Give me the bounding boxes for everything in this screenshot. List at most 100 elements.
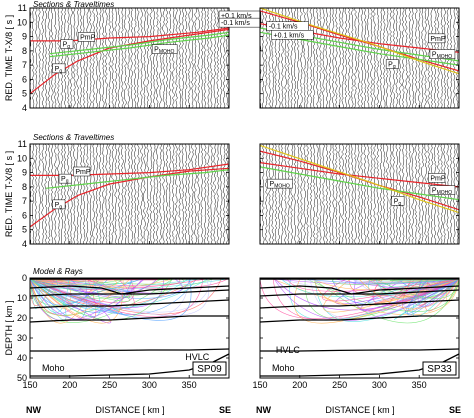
seismic-trace <box>331 144 335 244</box>
seismic-trace <box>127 8 131 108</box>
section-sp09-upper-plot-area <box>30 8 229 108</box>
seismic-trace <box>44 8 48 108</box>
seismic-trace <box>265 144 268 244</box>
section-sp09-lower-panel: 4 5 6 7 8 9 10 11 PmP Pg Pg <box>17 139 230 249</box>
model-sp09-phase-label-0: HVLC <box>185 352 210 362</box>
x-tick-label: 350 <box>182 380 197 390</box>
y-tick-label: 6 <box>22 74 27 84</box>
section-sp09-upper-traveltime-curve-3 <box>49 34 229 58</box>
x-axis-label-right: DISTANCE [ km ] <box>325 405 394 415</box>
seismic-trace <box>79 8 83 108</box>
seismic-trace <box>127 144 131 244</box>
ray-path <box>30 278 104 283</box>
section-sp09-upper-phase-label-1: Pg <box>60 39 74 50</box>
section-sp33-lower-phase-label-2: PMOHO <box>429 185 456 196</box>
seismic-trace <box>41 8 45 108</box>
ray-path <box>30 278 209 316</box>
seismic-trace <box>421 144 424 244</box>
y-tick-label: 6 <box>22 210 27 220</box>
seismic-trace <box>379 8 383 108</box>
seismic-trace <box>38 144 41 244</box>
ray-path <box>30 278 96 324</box>
seismic-trace <box>360 8 364 108</box>
seismic-trace <box>376 8 380 108</box>
seismic-trace <box>162 144 166 244</box>
seismic-trace <box>382 144 386 244</box>
seismic-trace <box>309 144 313 244</box>
ray-path <box>30 278 112 324</box>
seismic-trace <box>328 8 332 108</box>
seismic-trace <box>178 8 182 108</box>
section-title-lower: Sections & Traveltimes <box>33 133 114 142</box>
seismic-trace <box>385 8 389 108</box>
seismic-trace <box>194 8 197 108</box>
seismic-trace <box>105 8 108 108</box>
seismic-trace <box>57 144 60 244</box>
label-text: PmP <box>80 34 96 41</box>
seismic-trace <box>114 144 118 244</box>
seismic-trace <box>194 144 197 244</box>
y-tick-label: 8 <box>22 46 27 56</box>
section-sp09-lower-traveltime-curve-2 <box>45 169 229 189</box>
ray-path <box>304 278 459 284</box>
seismic-trace <box>66 8 70 108</box>
seismic-trace <box>456 8 459 108</box>
seismic-trace <box>76 8 80 108</box>
seismic-trace <box>347 144 351 244</box>
seismic-trace <box>165 144 169 244</box>
label-box <box>52 199 66 210</box>
seismic-trace <box>417 144 421 244</box>
seismic-trace <box>379 144 383 244</box>
seismic-trace <box>82 8 86 108</box>
section-sp09-lower-plot-area <box>30 144 229 244</box>
seismic-trace <box>264 8 268 108</box>
seismic-trace <box>376 144 380 244</box>
ray-path <box>30 278 207 291</box>
seismic-trace <box>331 8 335 108</box>
seismic-trace <box>190 144 194 244</box>
seismic-trace <box>136 8 140 108</box>
section-sp33-upper-panel: -0.1 km/s+0.1 km/s PmP PMOHO Pg <box>259 7 460 109</box>
label-box <box>52 63 66 74</box>
ray-path <box>273 278 459 321</box>
y-tick-label: 7 <box>22 196 27 206</box>
nw-label-left: NW <box>26 405 41 415</box>
section-sp33-lower-panel: PMOHO PmP PMOHO Pg <box>259 143 460 245</box>
seismic-trace <box>373 8 376 108</box>
y-axis-label-time-upper: RED. TIME T-X/8 [ s ] <box>4 15 14 101</box>
y-tick-label: 4 <box>22 103 27 113</box>
seismic-trace <box>427 8 431 108</box>
section-title-upper: Sections & Traveltimes <box>33 0 114 9</box>
seismic-trace <box>319 144 322 244</box>
x-tick-label: 200 <box>292 380 307 390</box>
seismic-trace <box>366 144 370 244</box>
seismic-trace <box>95 8 99 108</box>
seismic-trace <box>143 144 147 244</box>
seismic-trace <box>363 8 367 108</box>
shot-label-text: SP09 <box>197 364 222 375</box>
seismic-trace <box>360 144 364 244</box>
seismic-trace <box>140 144 143 244</box>
y-tick-label: 5 <box>22 89 27 99</box>
label-text: Pg <box>55 66 63 75</box>
ray-path <box>368 278 459 296</box>
seismic-trace <box>312 144 316 244</box>
seismic-trace <box>30 8 32 108</box>
label-box <box>391 196 405 206</box>
seismic-trace <box>89 8 92 108</box>
seismic-trace <box>54 144 57 244</box>
seismic-trace <box>175 8 178 108</box>
seismic-trace <box>280 144 284 244</box>
seismic-trace <box>213 144 216 244</box>
seismic-trace <box>216 144 220 244</box>
seismic-trace <box>89 144 92 244</box>
seismic-trace <box>338 144 341 244</box>
seismic-trace <box>325 8 329 108</box>
ray-path <box>30 278 117 287</box>
label-box <box>385 59 399 69</box>
seismic-trace <box>277 144 281 244</box>
y-tick-label: 8 <box>22 182 27 192</box>
ray-path <box>30 278 142 297</box>
seismic-trace <box>171 8 175 108</box>
section-sp09-lower-phase-label-2: Pg <box>52 199 66 210</box>
